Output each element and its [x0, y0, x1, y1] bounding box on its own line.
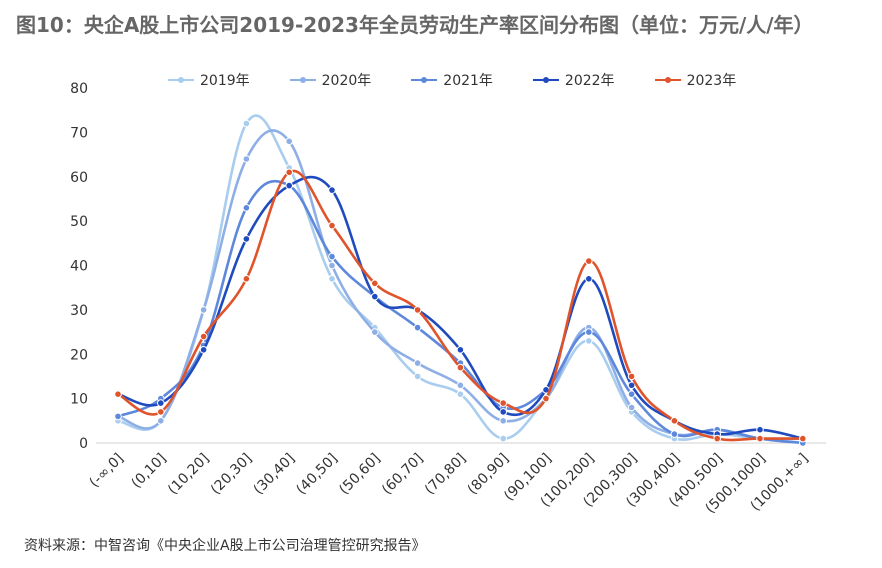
legend-item: 2021年: [411, 70, 493, 90]
data-point: [371, 292, 379, 301]
data-point: [328, 261, 336, 270]
y-tick-label: 60: [70, 170, 88, 186]
data-point: [413, 372, 422, 381]
data-point: [157, 417, 165, 425]
x-tick-label: (30,40]: [251, 451, 298, 498]
data-point: [799, 434, 807, 443]
data-point: [456, 381, 465, 390]
legend-swatch: [411, 75, 438, 85]
data-point: [456, 346, 465, 354]
data-point: [285, 168, 294, 177]
data-point: [371, 328, 379, 336]
y-tick-label: 40: [70, 259, 88, 275]
series-line: [116, 179, 805, 445]
data-point: [627, 381, 636, 390]
y-tick-label: 30: [70, 303, 88, 319]
data-point: [670, 417, 679, 425]
legend-swatch: [532, 75, 559, 85]
data-point: [157, 408, 165, 416]
legend-swatch: [654, 75, 681, 85]
y-tick-label: 10: [70, 392, 88, 408]
data-point: [242, 235, 251, 243]
data-point: [542, 394, 550, 403]
data-point: [627, 403, 636, 412]
chart-legend: 2019年 2020年 2021年 2022年 2023年: [168, 70, 736, 90]
legend-item: 2020年: [289, 70, 372, 90]
data-point: [585, 257, 593, 265]
y-tick-label: 50: [70, 214, 88, 230]
x-tick-label: (-∞,0]: [87, 451, 127, 491]
legend-item: 2022年: [532, 70, 615, 90]
legend-item: 2019年: [168, 70, 250, 90]
legend-label: 2021年: [443, 73, 493, 89]
data-point: [585, 275, 593, 283]
data-point: [242, 204, 251, 212]
series-5: [114, 168, 807, 443]
data-point: [627, 372, 636, 381]
data-point: [199, 332, 208, 341]
x-tick-label: (20,30]: [208, 451, 255, 498]
data-point: [328, 275, 336, 283]
data-point: [627, 390, 636, 399]
data-point: [371, 279, 379, 288]
legend-swatch: [168, 75, 194, 85]
x-tick-label: (60,70]: [379, 451, 426, 498]
y-tick-label: 0: [79, 436, 88, 452]
legend-label: 2022年: [564, 73, 615, 89]
y-tick-label: 80: [70, 81, 88, 97]
data-point: [756, 425, 764, 434]
data-point: [670, 430, 679, 438]
x-tick-label: (0,10]: [129, 451, 170, 492]
data-point: [328, 186, 336, 194]
data-point: [756, 434, 764, 443]
data-point: [157, 399, 165, 407]
legend-label: 2023年: [686, 73, 737, 89]
data-point: [285, 181, 294, 190]
series-4: [114, 175, 807, 443]
x-tick-label: (50,60]: [336, 451, 383, 498]
x-tick-label: (70,80]: [422, 451, 469, 498]
data-point: [456, 363, 465, 372]
series-1: [114, 114, 807, 443]
series-line: [116, 175, 805, 440]
legend-swatch: [289, 75, 316, 85]
data-point: [499, 399, 508, 407]
y-tick-label: 20: [70, 347, 88, 363]
data-point: [585, 328, 593, 336]
data-point: [413, 306, 422, 314]
data-point: [242, 275, 251, 283]
data-point: [456, 390, 465, 399]
y-tick-label: 70: [70, 125, 88, 141]
data-point: [285, 137, 294, 146]
chart-title: 图10：央企A股上市公司2019-2023年全员劳动生产率区间分布图（单位：万元…: [16, 13, 814, 37]
data-point: [585, 337, 593, 345]
data-point: [413, 323, 422, 332]
data-point: [713, 434, 722, 443]
x-tick-label: (40,50]: [293, 451, 340, 498]
legend-item: 2023年: [654, 70, 737, 90]
data-point: [242, 119, 251, 128]
data-point: [328, 221, 336, 230]
data-point: [242, 155, 251, 163]
legend-label: 2019年: [200, 73, 250, 89]
data-point: [499, 417, 508, 425]
data-point: [499, 434, 508, 443]
data-point: [199, 306, 208, 314]
data-point: [199, 346, 208, 354]
source-note: 资料来源：中智咨询《中央企业A股上市公司治理管控研究报告》: [24, 538, 426, 554]
legend-label: 2020年: [321, 73, 372, 89]
data-point: [413, 359, 422, 367]
data-point: [499, 408, 508, 416]
data-point: [328, 252, 336, 261]
data-point: [114, 390, 122, 399]
data-point: [114, 412, 122, 421]
x-tick-label: (10,20]: [165, 451, 212, 498]
